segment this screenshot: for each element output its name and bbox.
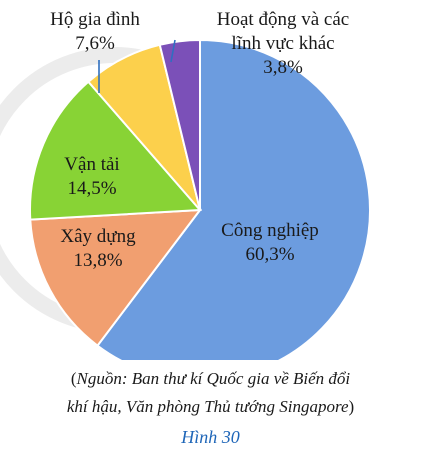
source-text-line-2: khí hậu, Văn phòng Thủ tướng Singapore — [66, 397, 349, 416]
slice-label: Xây dựng 13,8% — [60, 226, 136, 271]
slice-name-label: Hoạt động và các — [217, 9, 349, 30]
slice-name-label: Xây dựng — [60, 226, 136, 247]
slice-label: Vận tải 14,5% — [64, 154, 119, 199]
slice-value-label: 13,8% — [73, 250, 122, 271]
slice-label: Hộ gia đình 7,6% — [50, 9, 140, 54]
figure-caption: Hình 30 — [181, 427, 240, 447]
pie-slice — [96, 38, 371, 360]
slice-name-label: lĩnh vực khác — [231, 33, 334, 54]
slice-name-label: Vận tải — [64, 154, 119, 175]
pie-chart-svg: Công nghiệp 60,3% Xây dựng 13,8% Vận tải 14,5… — [0, 9, 371, 360]
pie-slice — [29, 80, 203, 221]
slice-value-label: 14,5% — [67, 178, 116, 199]
source-note-line-1: (Nguồn: Ban thư kí Quốc gia về Biến đổi — [0, 369, 421, 389]
source-text-line-1: Nguồn: Ban thư kí Quốc gia về Biến đổi — [76, 369, 351, 388]
source-open-paren: ( — [70, 369, 77, 388]
slice-value-label: 7,6% — [75, 33, 115, 54]
slice-name-label: Công nghiệp — [221, 220, 319, 241]
slice-label: Công nghiệp 60,3% — [221, 220, 319, 265]
pie-slices — [29, 38, 371, 360]
source-close-paren: ) — [348, 397, 355, 416]
pie-slice — [158, 38, 201, 211]
leader-lines — [98, 39, 176, 93]
slice-labels: Công nghiệp 60,3% Xây dựng 13,8% Vận tải 14,5… — [50, 9, 349, 271]
slice-value-label: 60,3% — [245, 244, 294, 265]
slice-label: Hoạt động và các lĩnh vực khác 3,8% — [217, 9, 349, 78]
pie-chart: Công nghiệp 60,3% Xây dựng 13,8% Vận tải 14,5… — [0, 9, 371, 360]
slice-name-label: Hộ gia đình — [50, 9, 140, 30]
source-note-line-2: khí hậu, Văn phòng Thủ tướng Singapore) — [0, 397, 421, 417]
pie-slice — [29, 208, 203, 348]
leader-line — [170, 39, 176, 63]
slice-value-label: 3,8% — [263, 57, 303, 78]
